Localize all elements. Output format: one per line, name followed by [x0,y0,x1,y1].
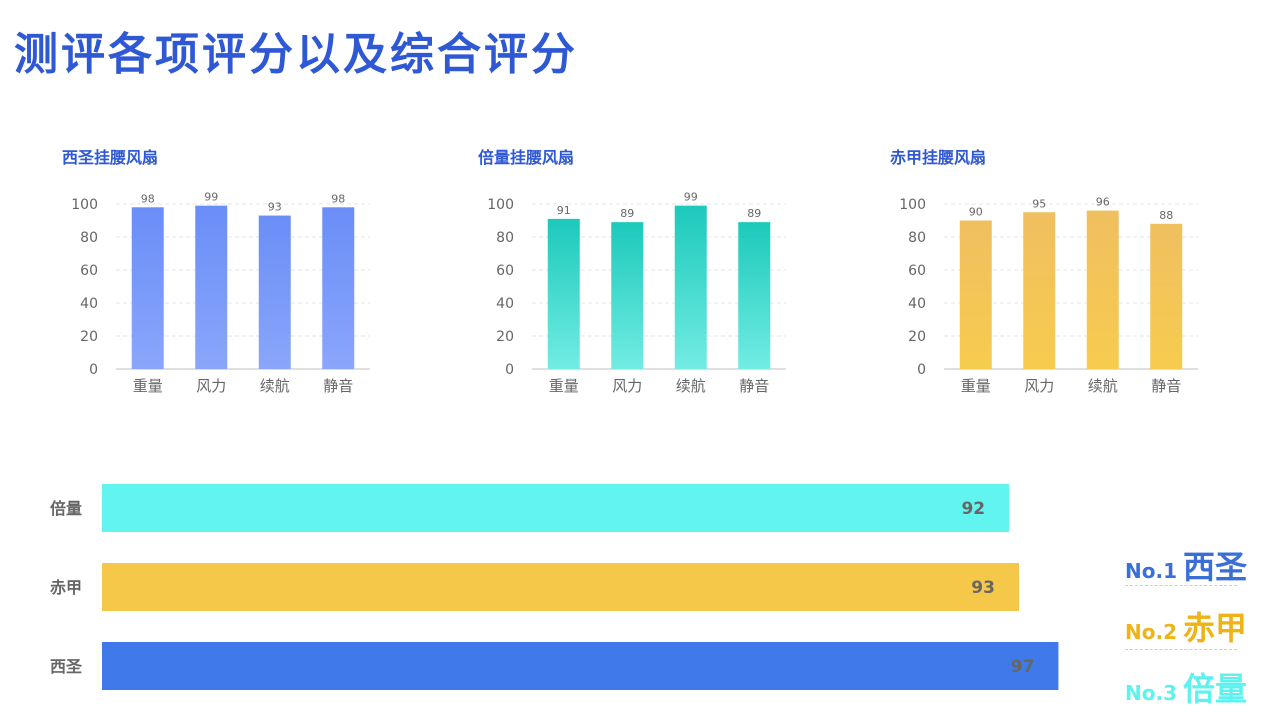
bar-value-label: 90 [969,206,983,219]
x-tick-label: 重量 [961,377,991,395]
y-tick-label: 80 [80,230,98,246]
x-tick-label: 风力 [612,377,642,395]
y-tick-label: 40 [496,296,514,312]
x-tick-label: 重量 [549,377,579,395]
x-tick-label: 风力 [1024,377,1054,395]
overall-category-label: 西圣 [50,657,83,676]
bar-value-label: 89 [620,207,634,220]
bar-value-label: 89 [747,207,761,220]
bar-chijia [959,220,992,369]
y-tick-label: 60 [80,263,98,279]
bar-value-label: 91 [557,204,571,217]
y-tick-label: 80 [496,230,514,246]
chart-chijia-plot: 0 20 40 60 80 100 90 重量 95 风力 96 续航 88 静音 [899,196,1198,395]
y-tick-label: 100 [899,197,926,213]
overall-bar [102,642,1059,690]
rank-item-3: No.3 倍量 [1125,664,1247,710]
chart-xisheng: 西圣挂腰风扇 0 20 40 60 80 100 98 重量 99 风力 93 续航 98 静音 [62,140,382,400]
bar-beiliang [738,222,771,369]
x-tick-label: 续航 [1088,377,1118,395]
x-tick-label: 续航 [260,377,290,395]
bar-value-label: 93 [268,201,282,214]
overall-category-label: 赤甲 [50,578,82,597]
y-tick-label: 0 [89,362,98,378]
bar-chijia [1086,210,1119,369]
bar-xisheng [322,207,355,369]
x-tick-label: 静音 [323,377,353,395]
y-tick-label: 0 [917,362,926,378]
y-tick-label: 40 [80,296,98,312]
y-tick-label: 20 [496,329,514,345]
bar-xisheng [195,205,228,369]
y-tick-label: 80 [908,230,926,246]
rank-divider-1 [1125,585,1237,586]
bar-value-label: 95 [1032,197,1046,210]
chart-title-chijia: 赤甲挂腰风扇 [890,148,987,167]
overall-category-label: 倍量 [50,499,82,518]
bar-value-label: 99 [684,191,698,204]
chart-beiliang-plot: 0 20 40 60 80 100 91 重量 89 风力 99 续航 89 静音 [487,191,786,395]
y-tick-label: 100 [71,197,98,213]
y-tick-label: 100 [487,197,514,213]
overall-score-chart: 倍量 92 赤甲 93 西圣 97 [50,484,1059,690]
chart-title-xisheng: 西圣挂腰风扇 [62,148,159,167]
rank-divider-2 [1125,649,1237,650]
rank-no-3: No.3 [1125,681,1177,705]
bar-chijia [1150,223,1183,369]
x-tick-label: 续航 [676,377,706,395]
overall-bar [102,484,1010,532]
overall-value-label: 97 [1011,657,1035,677]
y-tick-label: 20 [80,329,98,345]
rank-item-1: No.1 西圣 [1125,542,1247,588]
chart-beiliang: 倍量挂腰风扇 0 20 40 60 80 100 91 重量 89 风力 99 续航 89 静音 [478,140,798,400]
chart-chijia: 赤甲挂腰风扇 0 20 40 60 80 100 90 重量 95 风力 96 续航 88 静音 [890,140,1210,400]
ranking-list: No.1 西圣 No.2 赤甲 No.3 倍量 [1125,540,1265,710]
bar-value-label: 98 [331,192,345,205]
bar-chijia [1023,212,1056,369]
x-tick-label: 静音 [739,377,769,395]
bar-beiliang [611,222,644,369]
bar-xisheng [258,215,291,369]
x-tick-label: 静音 [1151,377,1181,395]
x-tick-label: 风力 [196,377,226,395]
y-tick-label: 20 [908,329,926,345]
rank-name-3: 倍量 [1183,670,1248,708]
bar-beiliang [674,205,707,369]
rank-name-1: 西圣 [1183,548,1248,586]
bar-value-label: 98 [141,192,155,205]
rank-item-2: No.2 赤甲 [1125,603,1247,649]
bar-value-label: 88 [1159,209,1173,222]
overall-bar [102,563,1019,611]
y-tick-label: 0 [505,362,514,378]
y-tick-label: 40 [908,296,926,312]
x-tick-label: 重量 [133,377,163,395]
overall-value-label: 93 [971,578,995,598]
bar-beiliang [547,218,580,369]
rank-no-2: No.2 [1125,620,1177,644]
y-tick-label: 60 [908,263,926,279]
page-title: 测评各项评分以及综合评分 [14,29,578,80]
chart-title-beiliang: 倍量挂腰风扇 [478,148,575,167]
bar-value-label: 96 [1096,196,1110,209]
chart-xisheng-plot: 0 20 40 60 80 100 98 重量 99 风力 93 续航 98 静音 [71,191,370,395]
overall-value-label: 92 [961,499,985,519]
rank-no-1: No.1 [1125,559,1177,583]
rank-name-2: 赤甲 [1183,609,1248,647]
bar-value-label: 99 [204,191,218,204]
bar-xisheng [131,207,164,369]
y-tick-label: 60 [496,263,514,279]
